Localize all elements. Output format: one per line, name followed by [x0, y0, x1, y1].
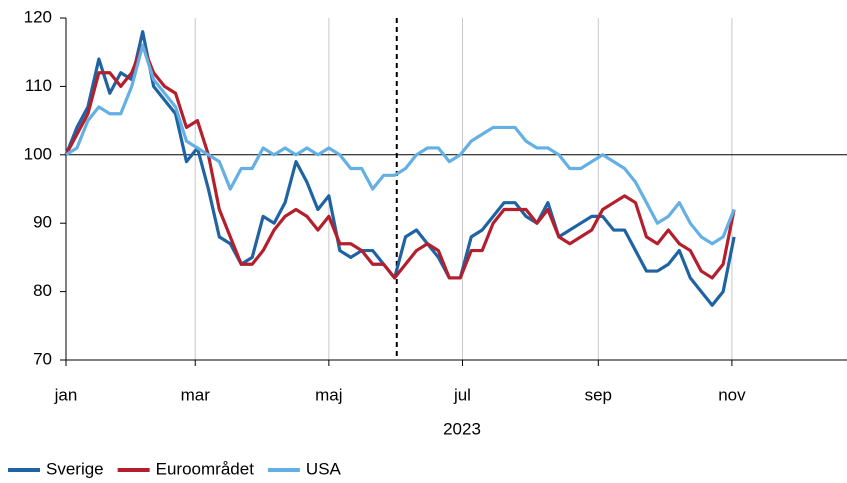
y-tick-label: 90 — [33, 213, 52, 232]
y-tick-label: 80 — [33, 281, 52, 300]
series-line — [65, 43, 736, 246]
x-axis-label: 2023 — [443, 419, 481, 438]
y-tick-label: 110 — [25, 76, 52, 95]
x-tick-label: jan — [54, 385, 78, 404]
x-tick-label: nov — [718, 385, 746, 404]
x-tick-label: mar — [181, 385, 211, 404]
x-tick-label: jul — [453, 385, 471, 404]
y-tick-label: 120 — [24, 7, 52, 26]
series-line — [64, 30, 736, 307]
x-tick-label: sep — [585, 385, 612, 404]
legend-label: Sverige — [46, 459, 104, 478]
series-line — [64, 43, 736, 280]
x-tick-label: maj — [315, 385, 342, 404]
legend-label: Euroområdet — [156, 459, 255, 478]
legend-label: USA — [306, 459, 342, 478]
y-tick-label: 70 — [33, 349, 52, 368]
y-tick-label: 100 — [24, 144, 52, 163]
